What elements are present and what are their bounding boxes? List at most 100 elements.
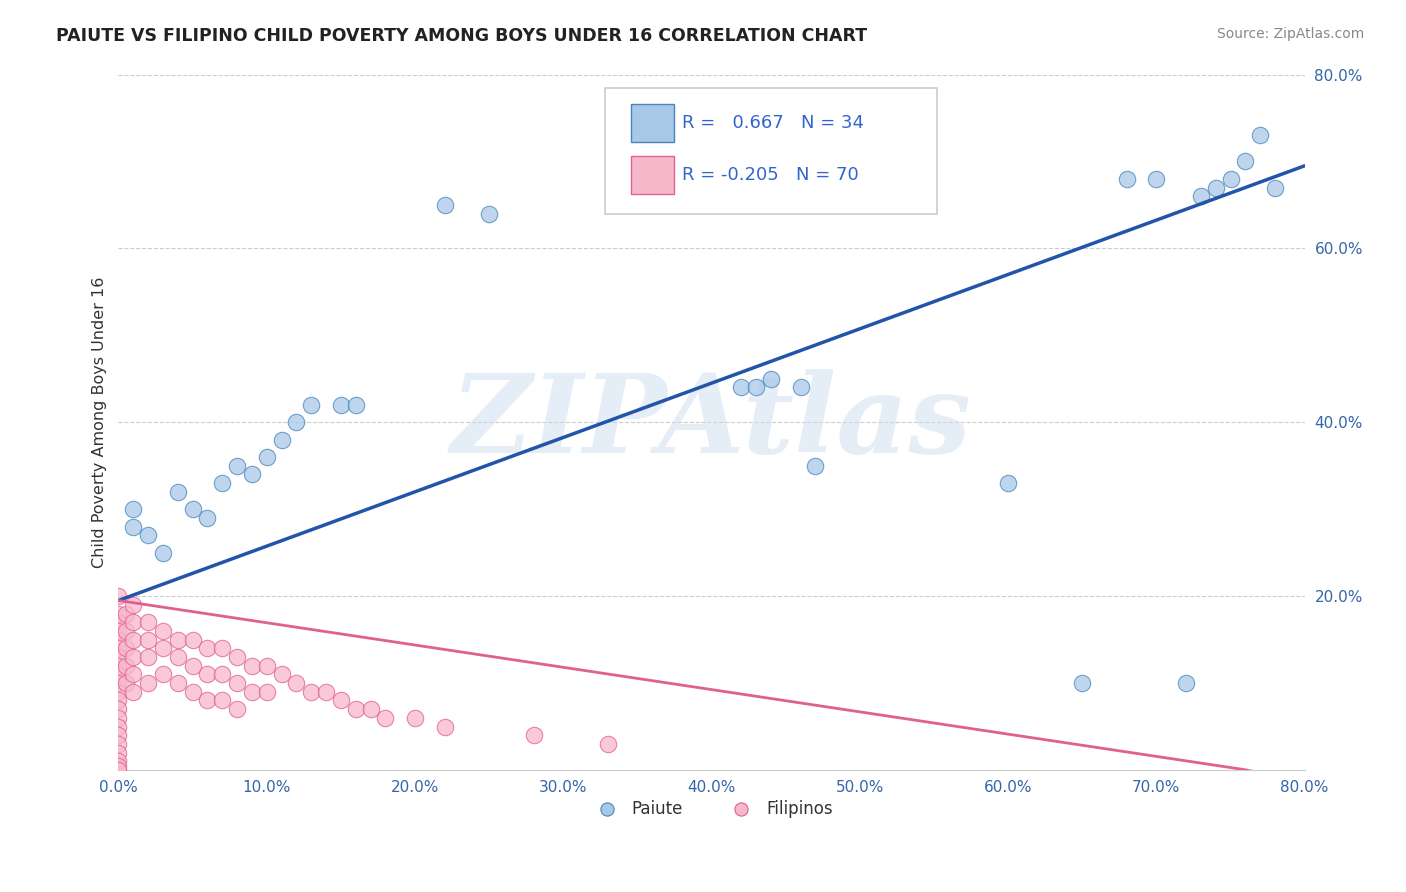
Point — [211, 667, 233, 681]
Point — [433, 719, 456, 733]
Point — [1249, 128, 1271, 143]
Text: PAIUTE VS FILIPINO CHILD POVERTY AMONG BOYS UNDER 16 CORRELATION CHART: PAIUTE VS FILIPINO CHILD POVERTY AMONG B… — [56, 27, 868, 45]
Point — [1144, 171, 1167, 186]
Point — [197, 641, 219, 656]
Point — [115, 624, 138, 638]
Point — [136, 676, 159, 690]
Point — [107, 711, 129, 725]
Point — [329, 693, 352, 707]
Point — [166, 676, 188, 690]
Point — [1175, 676, 1198, 690]
Point — [107, 658, 129, 673]
Point — [122, 650, 145, 665]
Point — [1205, 180, 1227, 194]
Point — [285, 415, 308, 429]
Point — [122, 598, 145, 612]
Point — [107, 719, 129, 733]
Point — [181, 502, 204, 516]
Point — [152, 667, 174, 681]
Point — [344, 398, 367, 412]
Point — [107, 728, 129, 742]
Point — [745, 380, 768, 394]
Point — [166, 632, 188, 647]
Point — [360, 702, 382, 716]
Point — [107, 607, 129, 621]
Point — [344, 702, 367, 716]
Point — [107, 746, 129, 760]
Point — [226, 702, 249, 716]
Point — [166, 484, 188, 499]
Point — [107, 641, 129, 656]
Point — [211, 476, 233, 491]
Point — [315, 685, 337, 699]
Point — [433, 198, 456, 212]
Point — [256, 658, 278, 673]
Point — [270, 433, 292, 447]
FancyBboxPatch shape — [631, 104, 673, 143]
Point — [107, 758, 129, 772]
Point — [256, 685, 278, 699]
Point — [197, 693, 219, 707]
Point — [240, 467, 263, 482]
Point — [122, 519, 145, 533]
Point — [197, 667, 219, 681]
Point — [107, 676, 129, 690]
Point — [107, 693, 129, 707]
Point — [285, 676, 308, 690]
Point — [299, 398, 322, 412]
Point — [181, 632, 204, 647]
Point — [1264, 180, 1286, 194]
Point — [107, 702, 129, 716]
Point — [107, 624, 129, 638]
Point — [226, 458, 249, 473]
FancyBboxPatch shape — [605, 88, 936, 213]
Point — [107, 667, 129, 681]
Point — [122, 685, 145, 699]
Point — [107, 754, 129, 768]
Point — [404, 711, 426, 725]
Point — [1189, 189, 1212, 203]
Point — [115, 607, 138, 621]
Point — [730, 380, 752, 394]
Point — [240, 685, 263, 699]
Y-axis label: Child Poverty Among Boys Under 16: Child Poverty Among Boys Under 16 — [93, 277, 107, 568]
Point — [152, 641, 174, 656]
Point — [1219, 171, 1241, 186]
Point — [374, 711, 396, 725]
Point — [478, 206, 501, 220]
Point — [1115, 171, 1137, 186]
Point — [115, 676, 138, 690]
Point — [122, 667, 145, 681]
Point — [115, 641, 138, 656]
Point — [136, 528, 159, 542]
Point — [181, 658, 204, 673]
Point — [804, 458, 827, 473]
Point — [329, 398, 352, 412]
Point — [115, 658, 138, 673]
Point — [166, 650, 188, 665]
Point — [197, 511, 219, 525]
Point — [152, 546, 174, 560]
Point — [107, 632, 129, 647]
Point — [211, 693, 233, 707]
Point — [107, 589, 129, 603]
Point — [122, 632, 145, 647]
Point — [240, 658, 263, 673]
FancyBboxPatch shape — [631, 156, 673, 194]
Point — [299, 685, 322, 699]
Point — [1234, 154, 1257, 169]
Point — [152, 624, 174, 638]
Point — [107, 650, 129, 665]
Point — [107, 763, 129, 777]
Text: R = -0.205   N = 70: R = -0.205 N = 70 — [682, 167, 859, 185]
Point — [523, 728, 546, 742]
Point — [226, 676, 249, 690]
Point — [122, 502, 145, 516]
Point — [107, 615, 129, 630]
Point — [759, 372, 782, 386]
Text: Source: ZipAtlas.com: Source: ZipAtlas.com — [1216, 27, 1364, 41]
Legend: Paiute, Filipinos: Paiute, Filipinos — [583, 793, 839, 824]
Point — [256, 450, 278, 464]
Point — [136, 650, 159, 665]
Point — [211, 641, 233, 656]
